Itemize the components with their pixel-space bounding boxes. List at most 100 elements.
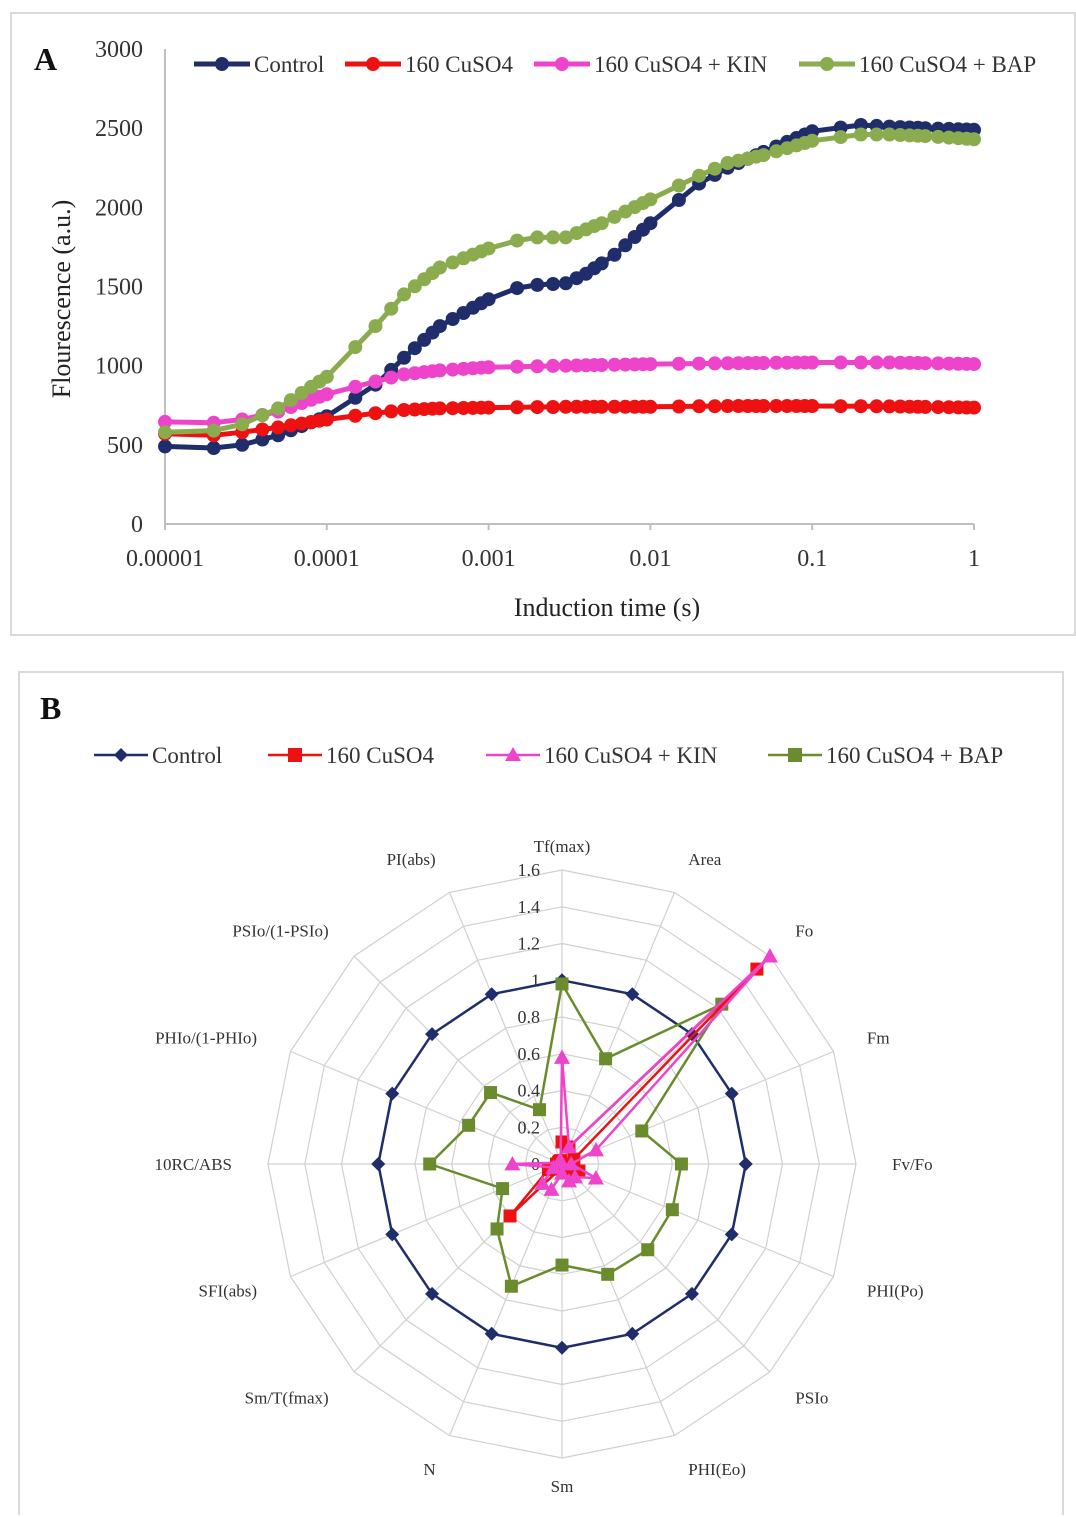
- data-point: [558, 230, 573, 245]
- series-b: [371, 948, 778, 1355]
- data-point: [674, 1157, 688, 1171]
- data-point: [720, 356, 735, 371]
- legend-item-2: 160 CuSO4: [268, 743, 434, 768]
- data-point: [368, 406, 383, 421]
- panel-b: B Control 160 CuSO4 160 CuSO4 + KIN 160 CuS…: [18, 671, 1064, 1515]
- data-point: [510, 400, 525, 415]
- data-point: [510, 281, 525, 296]
- panel-a-letter: A: [34, 41, 57, 77]
- data-point: [738, 1157, 753, 1171]
- data-point: [833, 399, 848, 414]
- data-point: [594, 216, 609, 231]
- data-point: [769, 355, 784, 370]
- data-point: [432, 260, 447, 275]
- legend-label: 160 CuSO4: [326, 743, 434, 768]
- category-label: Fm: [867, 1029, 890, 1048]
- data-point: [625, 987, 640, 1002]
- data-point: [432, 363, 447, 378]
- data-point: [684, 1286, 699, 1301]
- y-tick-label: 2000: [95, 195, 143, 221]
- data-point: [368, 374, 383, 389]
- data-point: [425, 1027, 440, 1042]
- category-label: PSIo/(1-PSIo): [232, 922, 328, 941]
- x-axis-title: Induction time (s): [514, 593, 700, 622]
- radial-tick-label: 0.2: [518, 1117, 541, 1137]
- data-point: [425, 1286, 440, 1301]
- grid-spoke: [290, 1050, 563, 1165]
- data-point: [594, 399, 609, 414]
- category-label: PHI(Po): [867, 1281, 924, 1300]
- data-point: [665, 1203, 679, 1217]
- data-point: [643, 357, 658, 372]
- grid-spoke: [561, 1163, 834, 1278]
- data-point: [397, 350, 411, 365]
- data-point: [561, 1139, 578, 1154]
- data-point: [671, 178, 686, 193]
- data-point: [554, 1049, 570, 1064]
- legend-marker: [505, 747, 521, 761]
- data-point: [546, 230, 560, 245]
- legend-item-4: 160 CuSO4 + BAP: [799, 52, 1036, 77]
- radial-tick-label: 1.4: [518, 897, 541, 917]
- data-point: [599, 1052, 613, 1066]
- y-tick-label: 1000: [95, 354, 143, 380]
- legend-marker: [288, 748, 302, 762]
- data-point: [692, 168, 707, 183]
- data-point: [255, 422, 270, 437]
- data-point: [235, 437, 250, 452]
- data-point: [967, 357, 981, 372]
- data-point: [692, 356, 707, 371]
- y-tick-label: 500: [107, 433, 143, 459]
- x-tick-label: 0.00001: [126, 546, 204, 572]
- data-point: [869, 399, 884, 414]
- series-4: [158, 127, 981, 440]
- data-point: [931, 400, 946, 415]
- data-point: [407, 341, 422, 356]
- data-point: [918, 356, 933, 371]
- radial-tick-label: 0.8: [518, 1007, 541, 1027]
- data-point: [255, 432, 270, 447]
- data-point: [625, 1326, 640, 1341]
- legend-item-3: 160 CuSO4 + KIN: [486, 743, 718, 768]
- legend-item-1: Control: [94, 743, 222, 768]
- data-point: [769, 144, 784, 159]
- legend-item-2: 160 CuSO4: [345, 52, 513, 77]
- data-point: [348, 379, 363, 394]
- legend-item-4: 160 CuSO4 + BAP: [768, 743, 1003, 768]
- category-label: Fo: [795, 922, 813, 941]
- legend-item-1: Control: [194, 52, 324, 77]
- panel-b-letter: B: [40, 690, 61, 726]
- data-point: [618, 238, 633, 253]
- data-point: [504, 1279, 518, 1293]
- axes-a: 0 500 1000 1500 2000 2500 3000 0.00001 0.0001 0.0…: [95, 37, 980, 572]
- data-point: [510, 359, 525, 374]
- category-label: Area: [688, 850, 721, 869]
- data-point: [385, 1086, 400, 1101]
- data-point: [158, 414, 172, 429]
- data-point: [255, 408, 270, 423]
- data-point: [671, 193, 686, 207]
- category-label: 10RC/ABS: [155, 1155, 232, 1174]
- data-point: [805, 133, 820, 148]
- data-point: [481, 292, 496, 307]
- data-point: [607, 357, 622, 372]
- data-point: [967, 132, 981, 147]
- data-point: [397, 403, 411, 417]
- category-label: PHIo/(1-PHIo): [155, 1029, 257, 1048]
- category-label: PHI(Eo): [688, 1460, 746, 1479]
- data-point: [720, 399, 735, 413]
- radial-tick-label: 1: [531, 970, 540, 990]
- data-point: [724, 1086, 739, 1101]
- data-point: [530, 400, 545, 415]
- data-point: [484, 1326, 499, 1341]
- radar-line: [427, 980, 726, 1288]
- data-point: [432, 319, 447, 334]
- data-point: [805, 355, 820, 370]
- data-point: [967, 400, 981, 415]
- data-point: [348, 340, 363, 355]
- data-point: [235, 417, 250, 432]
- data-point: [554, 1165, 570, 1180]
- data-point: [594, 256, 609, 271]
- data-point: [607, 209, 622, 224]
- category-label: SFI(abs): [199, 1281, 258, 1300]
